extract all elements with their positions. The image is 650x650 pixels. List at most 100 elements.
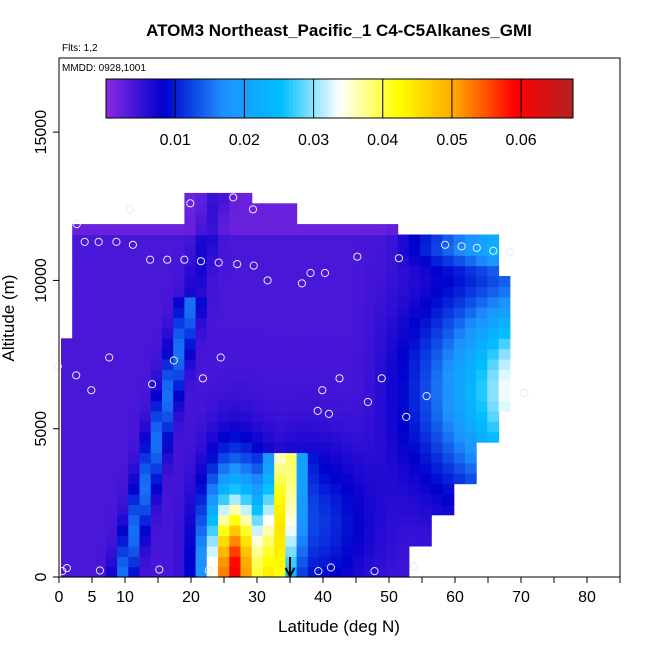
field-cell xyxy=(375,348,387,360)
field-cell xyxy=(363,348,376,360)
field-cell xyxy=(218,307,230,319)
field-cell xyxy=(162,276,174,287)
field-cell xyxy=(117,504,129,516)
dates-subtitle: MMDD: 0928,1001 xyxy=(62,63,146,74)
field-cell xyxy=(240,276,253,287)
field-cell xyxy=(229,452,242,464)
field-cell xyxy=(128,556,141,568)
field-cell xyxy=(296,473,309,485)
field-cell xyxy=(240,234,253,246)
field-cell xyxy=(274,244,286,256)
field-cell xyxy=(128,483,141,495)
field-cell xyxy=(251,566,264,578)
field-cell xyxy=(262,327,275,339)
field-cell xyxy=(139,379,152,391)
field-cell xyxy=(487,276,500,287)
field-cell xyxy=(307,369,320,381)
field-cell xyxy=(363,452,376,464)
field-cell xyxy=(420,442,432,454)
field-cell xyxy=(83,400,96,412)
field-cell xyxy=(352,525,365,537)
colorbar-segment xyxy=(265,79,270,118)
field-cell xyxy=(296,286,309,298)
field-cell xyxy=(487,307,500,319)
field-cell xyxy=(218,224,230,236)
field-cell xyxy=(72,535,84,547)
field-cell xyxy=(274,525,286,537)
field-cell xyxy=(319,473,331,485)
field-cell xyxy=(251,462,264,474)
colorbar-segment xyxy=(246,79,251,118)
field-cell xyxy=(117,327,129,339)
field-cell xyxy=(150,276,163,287)
field-cell xyxy=(464,421,477,433)
field-cell xyxy=(386,244,399,256)
field-cell xyxy=(117,483,129,495)
field-cell xyxy=(319,327,331,339)
field-cell xyxy=(150,338,163,350)
field-cell xyxy=(218,265,230,277)
field-cell xyxy=(218,327,230,339)
field-cell xyxy=(229,525,242,537)
field-cell xyxy=(274,348,286,360)
field-cell xyxy=(83,566,96,578)
field-cell xyxy=(487,390,500,402)
field-cell xyxy=(386,514,399,526)
field-cell xyxy=(251,390,264,402)
field-cell xyxy=(431,317,443,329)
field-cell xyxy=(408,286,421,298)
field-cell xyxy=(375,224,387,236)
observation-point xyxy=(80,237,89,246)
field-cell xyxy=(296,483,309,495)
observation-point xyxy=(318,386,327,395)
field-cell xyxy=(487,234,500,246)
field-cell xyxy=(229,203,242,215)
field-cell xyxy=(251,442,264,454)
field-cell xyxy=(173,442,185,454)
field-cell xyxy=(397,421,410,433)
field-cell xyxy=(464,265,477,277)
colorbar-tick-label: 0.02 xyxy=(229,132,260,149)
field-cell xyxy=(117,359,129,370)
field-cell xyxy=(218,556,230,568)
field-cell xyxy=(173,286,185,298)
field-cell xyxy=(319,369,331,381)
field-cell xyxy=(206,379,219,391)
field-cell xyxy=(442,348,455,360)
field-cell xyxy=(453,390,466,402)
field-cell xyxy=(94,431,107,443)
field-cell xyxy=(94,535,107,547)
field-cell xyxy=(442,410,455,422)
field-cell xyxy=(453,400,466,412)
field-cell xyxy=(128,514,141,526)
field-cell xyxy=(83,442,96,454)
field-cell xyxy=(117,556,129,568)
field-cell xyxy=(420,369,432,381)
field-cell xyxy=(94,307,107,319)
field-cell xyxy=(173,514,185,526)
field-cell xyxy=(341,234,354,246)
field-cell xyxy=(94,504,107,516)
field-cell xyxy=(352,286,365,298)
field-cell xyxy=(128,473,141,485)
field-cell xyxy=(94,359,107,370)
field-cell xyxy=(128,317,141,329)
observation-point xyxy=(163,255,172,264)
field-cell xyxy=(150,504,163,516)
field-cell xyxy=(206,452,219,464)
y-tick-label: 0 xyxy=(33,572,50,581)
field-cell xyxy=(229,462,242,474)
field-cell xyxy=(498,327,511,339)
field-cell xyxy=(139,410,152,422)
field-cell xyxy=(285,265,298,277)
colorbar-segment xyxy=(537,79,543,118)
field-cell xyxy=(431,234,443,246)
field-cell xyxy=(319,452,331,464)
field-cell xyxy=(363,442,376,454)
field-cell xyxy=(117,255,129,267)
field-cell xyxy=(431,369,443,381)
field-cell xyxy=(307,545,320,557)
field-cell xyxy=(274,296,286,308)
field-cell xyxy=(487,421,500,433)
field-cell xyxy=(397,410,410,422)
